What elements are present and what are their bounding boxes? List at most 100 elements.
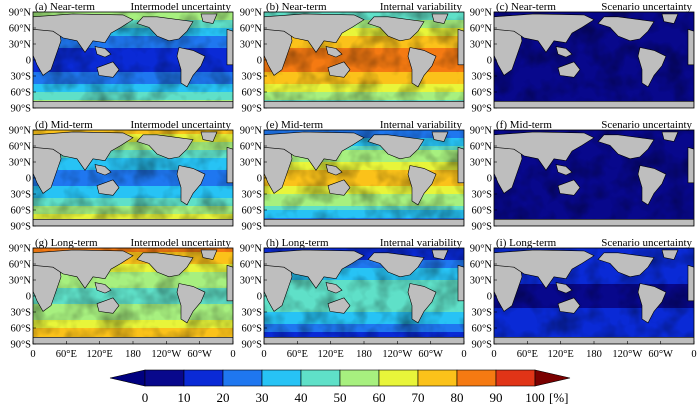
lon-tick-label: 0 bbox=[461, 349, 466, 360]
landmass bbox=[407, 47, 437, 88]
panel-label: (a) Near-term bbox=[35, 1, 95, 13]
landmass bbox=[226, 264, 233, 302]
map-panel: (g) Long-term Intermodel uncertainty 90°N 6… bbox=[9, 237, 236, 360]
map-panel: (d) Mid-term Intermodel uncertainty 90°N 60… bbox=[9, 119, 234, 233]
lat-tick-label: 60°S bbox=[241, 206, 262, 217]
lat-tick-label: 30°S bbox=[241, 72, 262, 83]
colorbar-tick-label: 0 bbox=[142, 390, 149, 404]
landmass bbox=[33, 219, 233, 226]
landmass bbox=[637, 283, 667, 324]
colorbar-segment bbox=[300, 369, 341, 387]
landmass bbox=[327, 297, 351, 314]
landmass bbox=[687, 264, 694, 302]
lon-tick-label: 120°W bbox=[151, 349, 181, 360]
landmass bbox=[557, 297, 581, 314]
lat-tick-label: 0 bbox=[487, 56, 492, 67]
landmass bbox=[555, 164, 573, 176]
colorbar-segment bbox=[339, 369, 380, 387]
lat-tick-label: 30°N bbox=[9, 40, 32, 51]
landmass bbox=[431, 13, 449, 24]
lon-tick-label: 180 bbox=[586, 349, 602, 360]
landmass bbox=[661, 13, 679, 24]
lat-tick-label: 60°S bbox=[471, 88, 492, 99]
lat-tick-label: 30°S bbox=[10, 190, 31, 201]
panel-quantity: Scenario uncertainty bbox=[601, 1, 692, 13]
panel-quantity: Intermodel uncertainty bbox=[131, 119, 232, 131]
panel-quantity: Internal variability bbox=[380, 1, 463, 13]
lat-tick-label: 90°N bbox=[470, 126, 493, 137]
colorbar-tick-label: 30 bbox=[256, 390, 269, 404]
map-panel: (f) Mid-term Scenario uncertainty 90°N 60°N… bbox=[470, 119, 695, 233]
lat-tick-label: 30°N bbox=[470, 40, 493, 51]
landmass bbox=[457, 28, 464, 66]
landmass bbox=[136, 16, 194, 42]
lon-tick-label: 60°W bbox=[648, 349, 673, 360]
colorbar: 0 10 20 30 40 50 60 70 80 90 100 [%] bbox=[109, 369, 571, 404]
landmass bbox=[494, 101, 694, 108]
landmass bbox=[226, 146, 233, 184]
lon-tick-label: 120°E bbox=[86, 349, 112, 360]
map-panel: (e) Mid-term Internal variability 90°N 60°N… bbox=[240, 119, 465, 233]
colorbar-tick-label: 60 bbox=[373, 390, 386, 404]
lat-tick-label: 60°N bbox=[240, 142, 263, 153]
lat-tick-label: 90°N bbox=[240, 244, 263, 255]
panel-quantity: Scenario uncertainty bbox=[601, 119, 692, 131]
panel-label: (b) Near-term bbox=[266, 1, 327, 13]
panel-label: (i) Long-term bbox=[496, 237, 557, 249]
lat-tick-label: 90°S bbox=[471, 104, 492, 115]
map-panels: (a) Near-term Intermodel uncertainty 90°N 6… bbox=[9, 1, 697, 360]
colorbar-unit: [%] bbox=[549, 390, 569, 404]
lat-tick-label: 60°S bbox=[10, 324, 31, 335]
lon-tick-label: 120°E bbox=[547, 349, 573, 360]
colorbar-tick-label: 70 bbox=[412, 390, 425, 404]
landmass bbox=[431, 249, 449, 260]
lat-tick-label: 90°S bbox=[241, 222, 262, 233]
lat-tick-label: 0 bbox=[487, 174, 492, 185]
landmass bbox=[33, 131, 134, 171]
lat-tick-label: 0 bbox=[487, 292, 492, 303]
landmass bbox=[494, 219, 694, 226]
landmass bbox=[33, 101, 233, 108]
colorbar-segment bbox=[456, 369, 497, 387]
landmass bbox=[431, 131, 449, 142]
lat-tick-label: 0 bbox=[257, 292, 262, 303]
lat-tick-label: 60°S bbox=[471, 206, 492, 217]
lat-tick-label: 90°N bbox=[9, 244, 32, 255]
panel-label: (c) Near-term bbox=[496, 1, 556, 13]
colorbar-overflow-arrow bbox=[534, 369, 571, 387]
landmass bbox=[94, 46, 112, 58]
lat-tick-label: 60°S bbox=[471, 324, 492, 335]
colorbar-tick-label: 80 bbox=[451, 390, 464, 404]
landmass bbox=[200, 13, 218, 24]
landmass bbox=[96, 61, 120, 78]
panel-quantity: Scenario uncertainty bbox=[601, 237, 692, 249]
lat-tick-label: 30°S bbox=[241, 308, 262, 319]
lon-tick-label: 0 bbox=[230, 349, 235, 360]
landmass bbox=[200, 131, 218, 142]
panel-label: (h) Long-term bbox=[266, 237, 329, 249]
landmass bbox=[136, 252, 194, 278]
lon-tick-label: 120°E bbox=[317, 349, 343, 360]
landmass bbox=[367, 134, 425, 160]
landmass bbox=[555, 282, 573, 294]
lat-tick-label: 30°S bbox=[471, 190, 492, 201]
landmass bbox=[264, 13, 365, 53]
colorbar-tick-label: 40 bbox=[295, 390, 308, 404]
lat-tick-label: 0 bbox=[26, 174, 31, 185]
landmass bbox=[325, 282, 343, 294]
landmass bbox=[457, 146, 464, 184]
lat-tick-label: 60°S bbox=[241, 88, 262, 99]
lat-tick-label: 60°N bbox=[240, 260, 263, 271]
landmass bbox=[96, 179, 120, 196]
lat-tick-label: 90°S bbox=[241, 340, 262, 351]
lat-tick-label: 30°N bbox=[470, 276, 493, 287]
panel-label: (f) Mid-term bbox=[496, 119, 552, 131]
landmass bbox=[661, 131, 679, 142]
colorbar-segment bbox=[222, 369, 263, 387]
lat-tick-label: 60°S bbox=[10, 88, 31, 99]
landmass bbox=[557, 61, 581, 78]
lon-tick-label: 60°E bbox=[517, 349, 538, 360]
map-panel: (b) Near-term Internal variability 90°N 60°… bbox=[240, 1, 465, 115]
lon-tick-label: 60°W bbox=[187, 349, 212, 360]
